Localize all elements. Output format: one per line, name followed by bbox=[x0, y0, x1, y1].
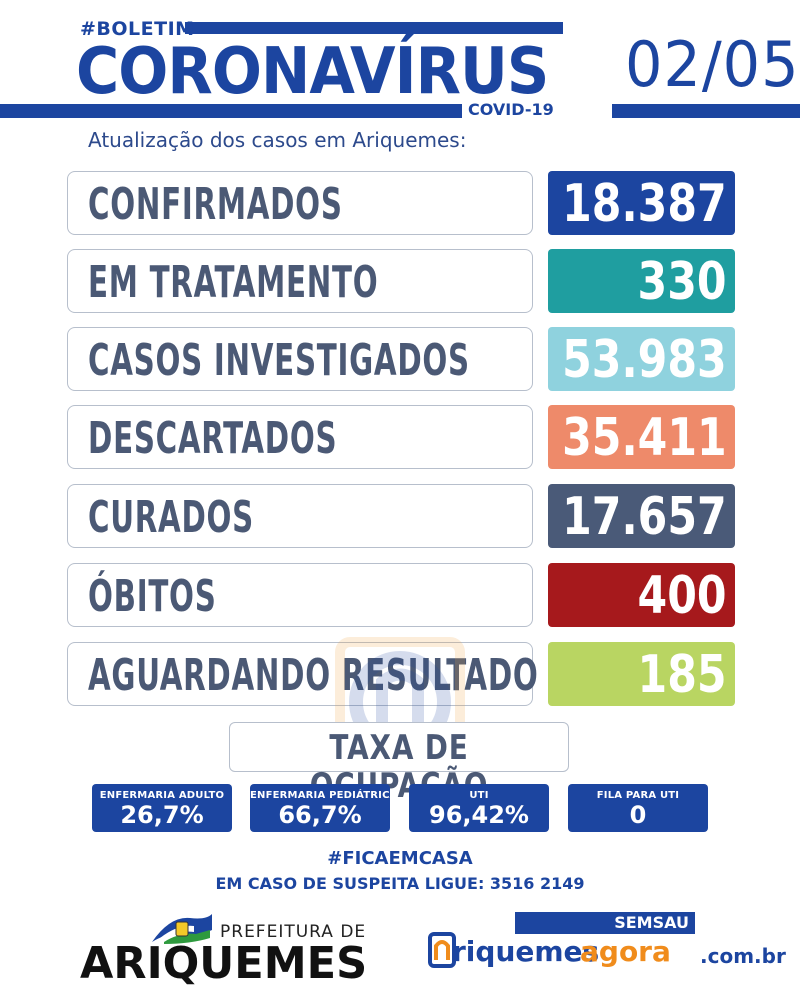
stat-label-box: EM TRATAMENTO bbox=[67, 249, 533, 313]
occupancy-label: ENFERMARIA PEDIÁTRICA bbox=[250, 790, 398, 801]
occupancy-card-uti: UTI 96,42% bbox=[409, 784, 549, 832]
stat-value: 330 bbox=[637, 252, 727, 312]
header-rule-right bbox=[612, 104, 800, 118]
occupancy-value: 66,7% bbox=[278, 801, 362, 829]
stat-label-box: CASOS INVESTIGADOS bbox=[67, 327, 533, 391]
ariquemes-flag-icon bbox=[152, 914, 212, 944]
stat-value-box: 18.387 bbox=[548, 171, 735, 235]
stat-value-box: 330 bbox=[548, 249, 735, 313]
stat-row-confirmados: CONFIRMADOS 18.387 bbox=[67, 171, 737, 237]
stat-label: AGUARDANDO RESULTADO bbox=[88, 650, 539, 701]
prefeitura-label: PREFEITURA DE bbox=[220, 922, 367, 942]
stat-value-box: 53.983 bbox=[548, 327, 735, 391]
site-name-part1: riquemes bbox=[452, 935, 600, 968]
stat-value: 400 bbox=[637, 566, 727, 626]
hashtag-ficaemcasa: #FICAEMCASA bbox=[327, 848, 473, 869]
semsau-logo: SEMSAU bbox=[515, 912, 695, 934]
stat-row-obitos: ÓBITOS 400 bbox=[67, 563, 737, 629]
stat-label-box: CURADOS bbox=[67, 484, 533, 548]
site-name-part2: agora bbox=[580, 935, 671, 968]
stat-value: 18.387 bbox=[562, 174, 727, 234]
stat-row-curados: CURADOS 17.657 bbox=[67, 484, 737, 550]
site-domain: .com.br bbox=[700, 944, 786, 968]
occupancy-value: 26,7% bbox=[120, 801, 204, 829]
stat-label: CASOS INVESTIGADOS bbox=[88, 335, 470, 386]
occupancy-value: 96,42% bbox=[429, 801, 529, 829]
occupancy-label: FILA PARA UTI bbox=[596, 790, 680, 801]
occupancy-card-fila-uti: FILA PARA UTI 0 bbox=[568, 784, 708, 832]
stat-label: DESCARTADOS bbox=[88, 413, 338, 464]
ariquemes-logo-text: ARIQUEMES bbox=[80, 938, 368, 989]
bulletin-date: 02/05 bbox=[625, 28, 800, 101]
header-rule-top bbox=[185, 22, 563, 34]
stat-label-box: DESCARTADOS bbox=[67, 405, 533, 469]
header-rule-left bbox=[0, 104, 462, 118]
stat-label: CONFIRMADOS bbox=[88, 179, 343, 230]
stat-value: 185 bbox=[637, 645, 727, 705]
stat-label-box: CONFIRMADOS bbox=[67, 171, 533, 235]
occupancy-label: UTI bbox=[469, 790, 489, 801]
occupancy-label: ENFERMARIA ADULTO bbox=[99, 790, 225, 801]
update-subtitle: Atualização dos casos em Ariquemes: bbox=[88, 128, 467, 152]
stat-value-box: 400 bbox=[548, 563, 735, 627]
stat-row-casos-investigados: CASOS INVESTIGADOS 53.983 bbox=[67, 327, 737, 393]
stat-label: EM TRATAMENTO bbox=[88, 257, 379, 308]
page-title: CORONAVÍRUS bbox=[76, 35, 549, 109]
stat-value-box: 17.657 bbox=[548, 484, 735, 548]
occupancy-value: 0 bbox=[629, 801, 647, 829]
stat-label-box: ÓBITOS bbox=[67, 563, 533, 627]
stat-label: ÓBITOS bbox=[88, 571, 217, 622]
covid-label: COVID-19 bbox=[462, 100, 560, 119]
boletim-tag: #BOLETIM bbox=[80, 18, 195, 40]
stat-label-box: AGUARDANDO RESULTADO bbox=[67, 642, 538, 706]
occupancy-card-enfermaria-pediatrica: ENFERMARIA PEDIÁTRICA 66,7% bbox=[250, 784, 398, 832]
site-a-logo-icon bbox=[428, 932, 456, 968]
occupancy-card-enfermaria-adulto: ENFERMARIA ADULTO 26,7% bbox=[92, 784, 232, 832]
stat-value: 17.657 bbox=[562, 487, 727, 547]
stat-row-descartados: DESCARTADOS 35.411 bbox=[67, 405, 737, 471]
stat-value-box: 185 bbox=[548, 642, 735, 706]
stat-label: CURADOS bbox=[88, 492, 255, 543]
stat-value: 35.411 bbox=[562, 408, 727, 468]
hotline-text: EM CASO DE SUSPEITA LIGUE: 3516 2149 bbox=[215, 874, 585, 893]
stat-value: 53.983 bbox=[562, 330, 727, 390]
stat-row-em-tratamento: EM TRATAMENTO 330 bbox=[67, 249, 737, 315]
occupancy-title-box: TAXA DE OCUPAÇÃO bbox=[229, 722, 569, 805]
stat-value-box: 35.411 bbox=[548, 405, 735, 469]
stat-row-aguardando-resultado: AGUARDANDO RESULTADO 185 bbox=[67, 642, 737, 708]
